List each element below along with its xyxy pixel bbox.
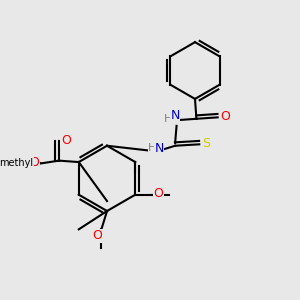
Text: O: O xyxy=(220,110,230,123)
Text: H: H xyxy=(164,114,172,124)
Text: O: O xyxy=(92,230,102,242)
Text: N: N xyxy=(154,142,164,154)
Text: O: O xyxy=(154,187,164,200)
Text: N: N xyxy=(170,110,180,122)
Text: S: S xyxy=(202,137,210,150)
Text: O: O xyxy=(29,156,39,169)
Text: H: H xyxy=(148,143,157,153)
Text: O: O xyxy=(61,134,71,147)
Text: methyl: methyl xyxy=(0,158,33,168)
